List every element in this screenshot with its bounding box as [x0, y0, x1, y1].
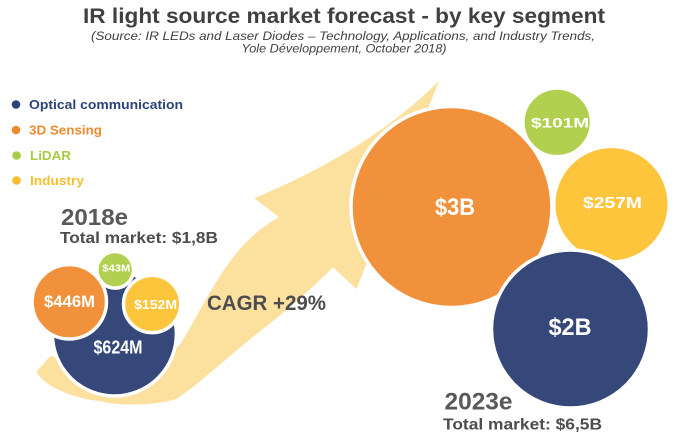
- svg-text:Optical communication: Optical communication: [29, 97, 183, 112]
- svg-text:$3B: $3B: [435, 194, 475, 221]
- svg-text:Industry: Industry: [30, 173, 85, 188]
- svg-text:3D Sensing: 3D Sensing: [29, 123, 102, 138]
- svg-text:(Source: IR LEDs and Laser Dio: (Source: IR LEDs and Laser Diodes – Tech…: [91, 31, 595, 43]
- svg-text:$2B: $2B: [549, 314, 592, 341]
- svg-text:Yole Développement, October 20: Yole Développement, October 2018): [242, 44, 447, 56]
- svg-text:CAGR +29%: CAGR +29%: [207, 291, 326, 315]
- svg-text:$257M: $257M: [583, 195, 642, 212]
- svg-text:LiDAR: LiDAR: [30, 148, 72, 163]
- svg-text:2023e: 2023e: [445, 389, 513, 416]
- svg-text:$624M: $624M: [94, 336, 143, 357]
- svg-text:$152M: $152M: [134, 297, 177, 312]
- svg-text:$101M: $101M: [531, 115, 589, 131]
- svg-text:IR light source market forecas: IR light source market forecast - by key…: [83, 4, 605, 28]
- svg-text:$446M: $446M: [44, 292, 95, 311]
- svg-text:2018e: 2018e: [61, 204, 128, 230]
- svg-text:$43M: $43M: [102, 263, 130, 275]
- svg-text:Total market: $1,8B: Total market: $1,8B: [60, 230, 218, 247]
- svg-text:Total market: $6,5B: Total market: $6,5B: [443, 417, 602, 434]
